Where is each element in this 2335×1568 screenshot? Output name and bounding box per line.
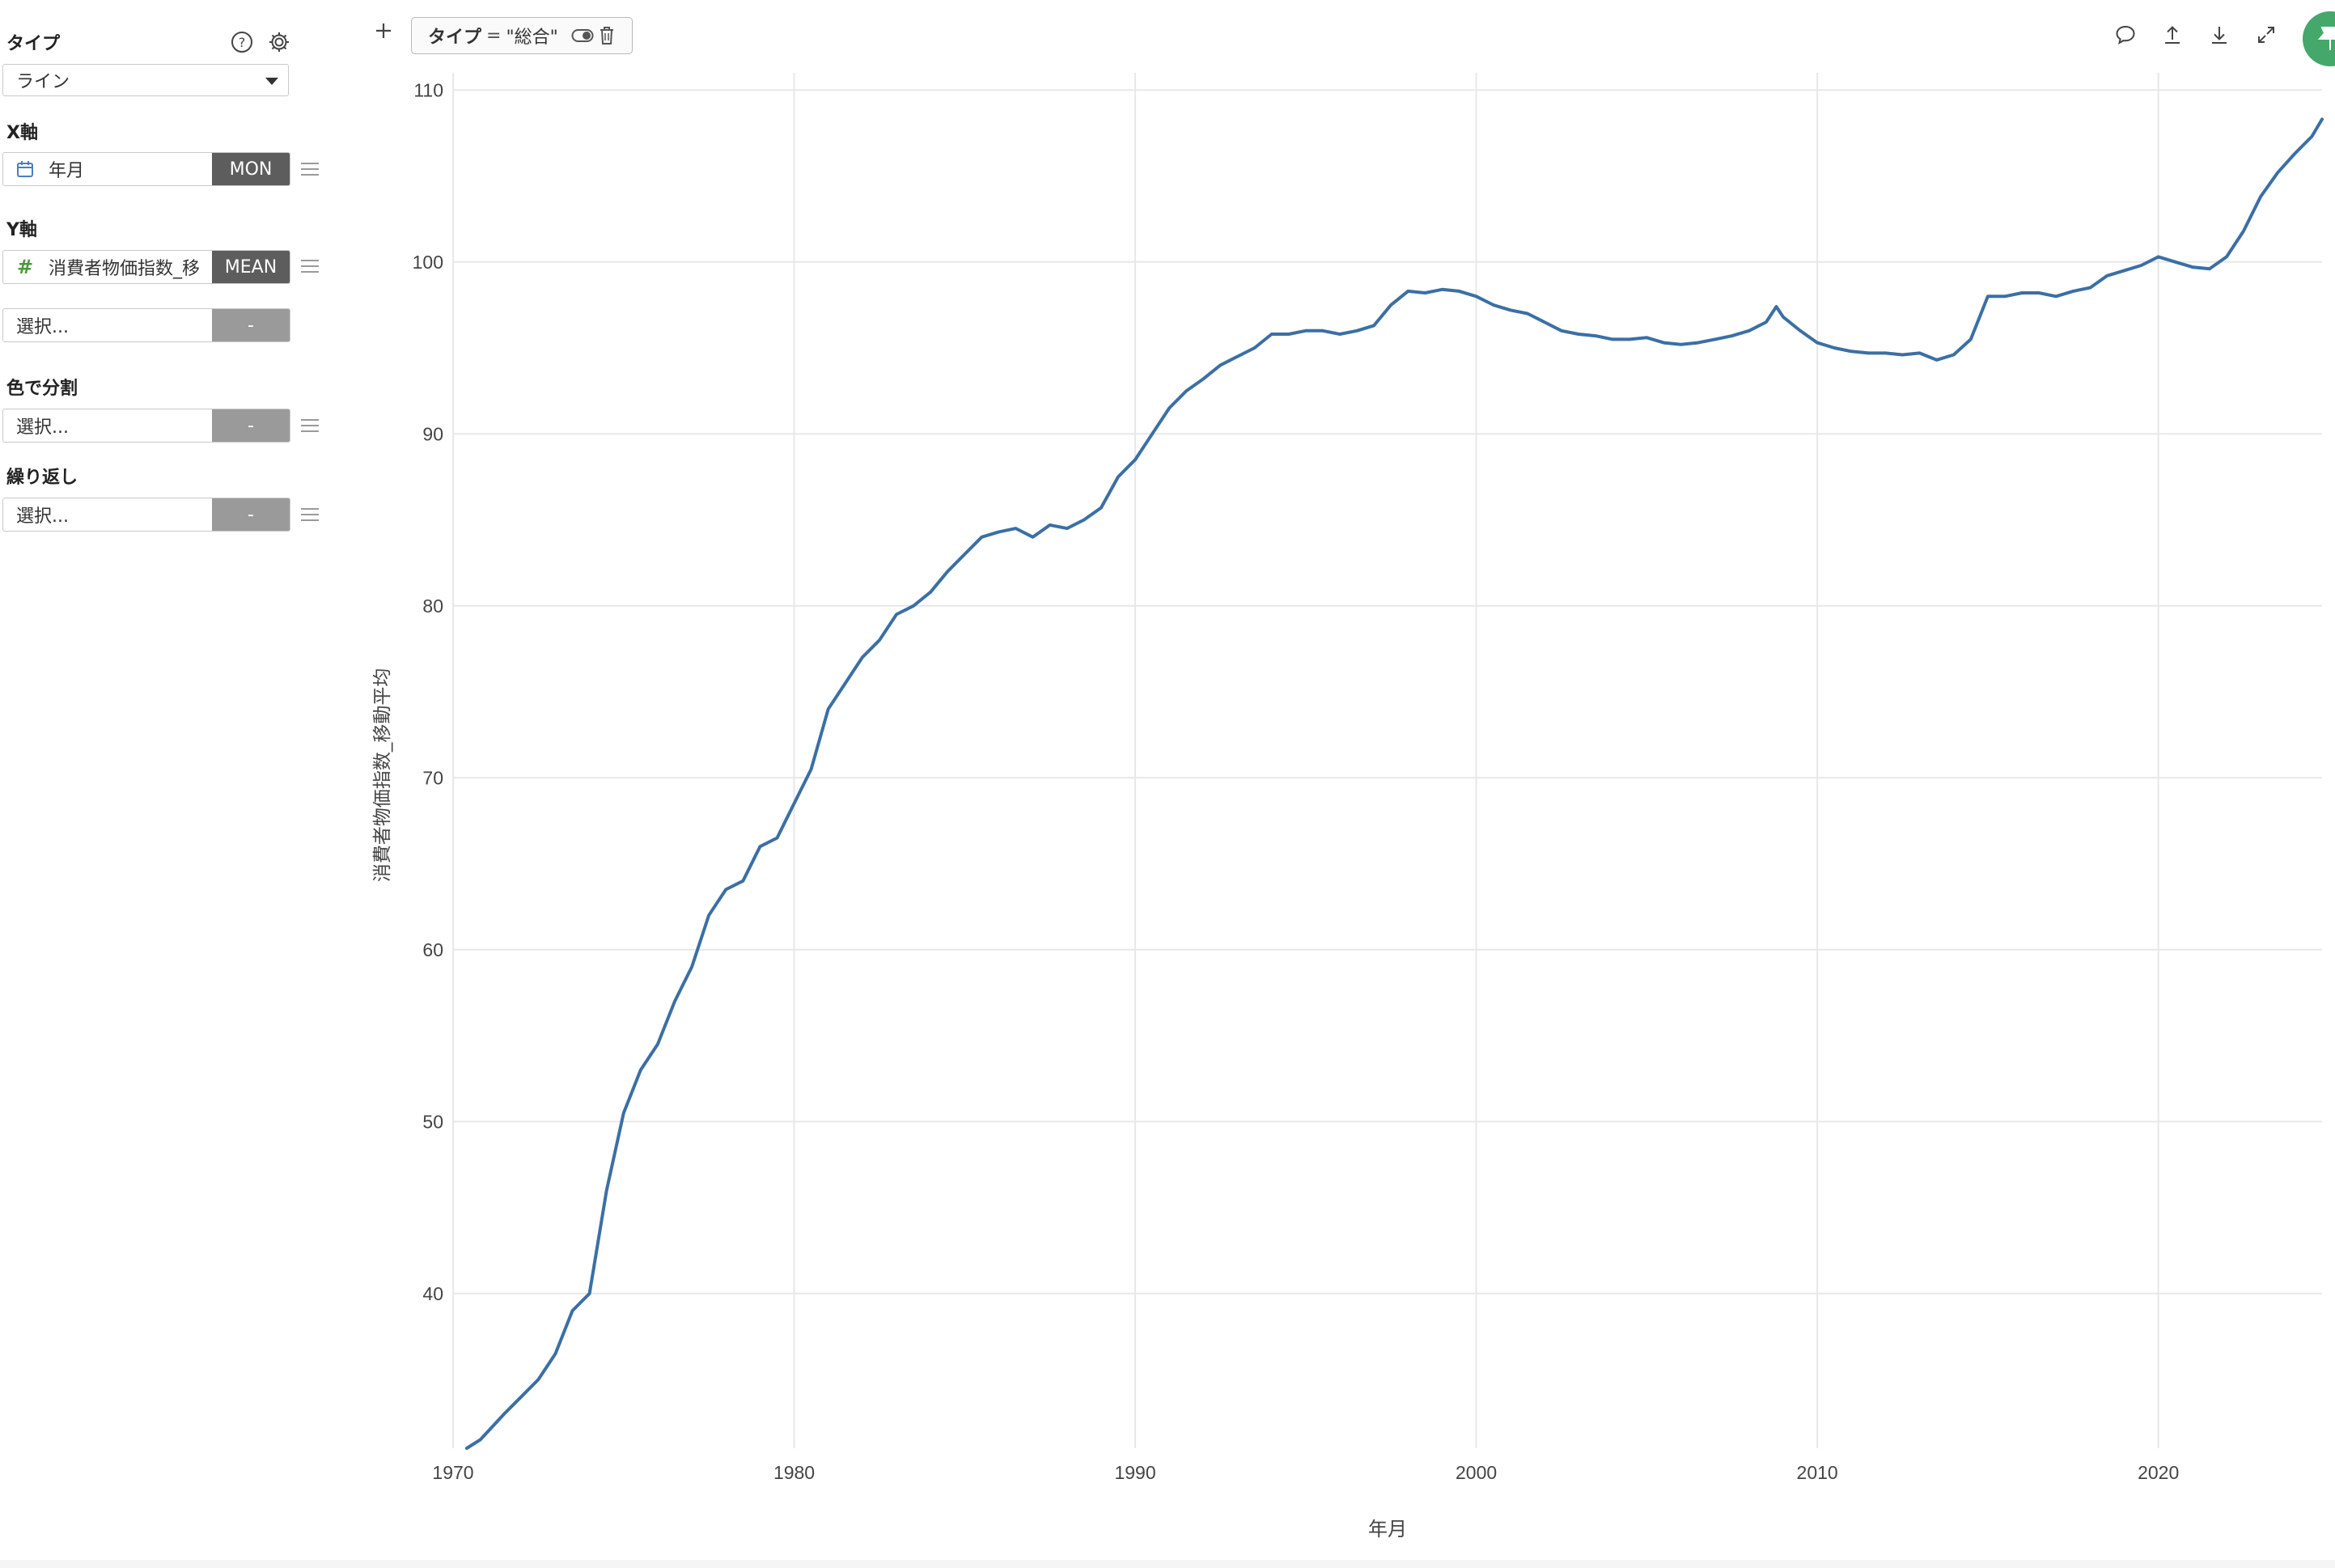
chart-config-sidebar: タイプ ? ライン X軸 年月 MON Y軸 # 消費者物価指数_移 MEAN … xyxy=(0,0,332,1568)
type-label: タイプ xyxy=(6,34,61,54)
filter-value: "総合" xyxy=(506,28,558,48)
upload-icon[interactable] xyxy=(2159,21,2186,49)
y-axis-field[interactable]: # 消費者物価指数_移 MEAN xyxy=(2,250,290,284)
y-tick-label: 110 xyxy=(413,79,443,100)
chevron-down-icon xyxy=(265,78,278,85)
calendar-icon xyxy=(15,160,36,178)
x-axis-field[interactable]: 年月 MON xyxy=(2,152,290,186)
repeat-menu-icon[interactable] xyxy=(301,508,319,521)
y-axis-extra-agg-button[interactable]: - xyxy=(212,309,290,341)
line-chart: 40 50 60 70 80 90 100 110 1970 1980 1990 2000 2010 20… xyxy=(356,73,2335,1563)
x-tick-label: 2020 xyxy=(2138,1462,2179,1483)
x-tick-label: 1970 xyxy=(432,1462,473,1483)
trash-icon[interactable] xyxy=(599,26,615,45)
x-axis-title: 年月 xyxy=(1368,1518,1407,1540)
pin-icon xyxy=(2317,27,2335,50)
x-tick-label: 2010 xyxy=(1797,1462,1838,1483)
y-tick-label: 90 xyxy=(422,423,443,444)
gear-icon[interactable] xyxy=(265,28,293,56)
y-tick-label: 100 xyxy=(413,252,443,273)
chart-type-select[interactable]: ライン xyxy=(2,64,289,96)
repeat-agg-button[interactable]: - xyxy=(212,498,290,531)
filter-chip[interactable]: タイプ = "総合" xyxy=(411,17,633,54)
color-split-field[interactable]: 選択... - xyxy=(2,409,290,443)
color-split-agg-button[interactable]: - xyxy=(212,409,290,442)
line-chart-svg: 40 50 60 70 80 90 100 110 1970 1980 1990 2000 2010 20… xyxy=(372,73,2324,1540)
y-tick-label: 40 xyxy=(422,1283,443,1304)
y-tick-label: 60 xyxy=(422,939,443,960)
filter-operator: = xyxy=(486,25,502,46)
hash-icon: # xyxy=(16,256,34,278)
y-axis-field-name: 消費者物価指数_移 xyxy=(49,259,201,279)
expand-icon[interactable] xyxy=(2252,21,2280,49)
comment-icon[interactable] xyxy=(2112,21,2139,49)
plus-icon[interactable] xyxy=(371,18,396,44)
repeat-placeholder: 選択... xyxy=(16,506,69,527)
x-axis-label: X軸 xyxy=(6,123,38,143)
svg-text:?: ? xyxy=(239,35,246,50)
color-split-menu-icon[interactable] xyxy=(301,419,319,432)
help-circle-icon[interactable]: ? xyxy=(228,28,256,56)
bottom-divider xyxy=(0,1560,2335,1568)
y-axis-agg-button[interactable]: MEAN xyxy=(212,251,290,283)
toggle-icon[interactable] xyxy=(571,28,594,44)
y-axis-menu-icon[interactable] xyxy=(301,260,319,273)
repeat-field[interactable]: 選択... - xyxy=(2,498,290,532)
color-split-placeholder: 選択... xyxy=(16,417,69,438)
y-axis-label: Y軸 xyxy=(6,220,37,240)
series-line-0 xyxy=(464,117,2324,1450)
x-tick-label: 1980 xyxy=(773,1462,815,1483)
chart-type-value: ライン xyxy=(16,72,70,92)
x-axis-agg-button[interactable]: MON xyxy=(212,153,290,185)
filter-key: タイプ xyxy=(428,28,482,48)
repeat-label: 繰り返し xyxy=(6,468,78,488)
y-tick-label: 50 xyxy=(422,1111,443,1132)
y-axis-extra-field[interactable]: 選択... - xyxy=(2,308,290,342)
color-split-label: 色で分割 xyxy=(6,379,78,399)
y-tick-label: 70 xyxy=(422,767,443,788)
y-tick-label: 80 xyxy=(422,595,443,617)
pin-button[interactable] xyxy=(2303,11,2335,66)
y-axis-extra-placeholder: 選択... xyxy=(16,317,69,337)
x-axis-menu-icon[interactable] xyxy=(301,163,319,176)
x-tick-label: 2000 xyxy=(1456,1462,1497,1483)
x-axis-field-name: 年月 xyxy=(49,161,85,181)
y-axis-title: 消費者物価指数_移動平均 xyxy=(372,668,393,883)
download-icon[interactable] xyxy=(2206,21,2233,49)
x-tick-label: 1990 xyxy=(1114,1462,1155,1483)
